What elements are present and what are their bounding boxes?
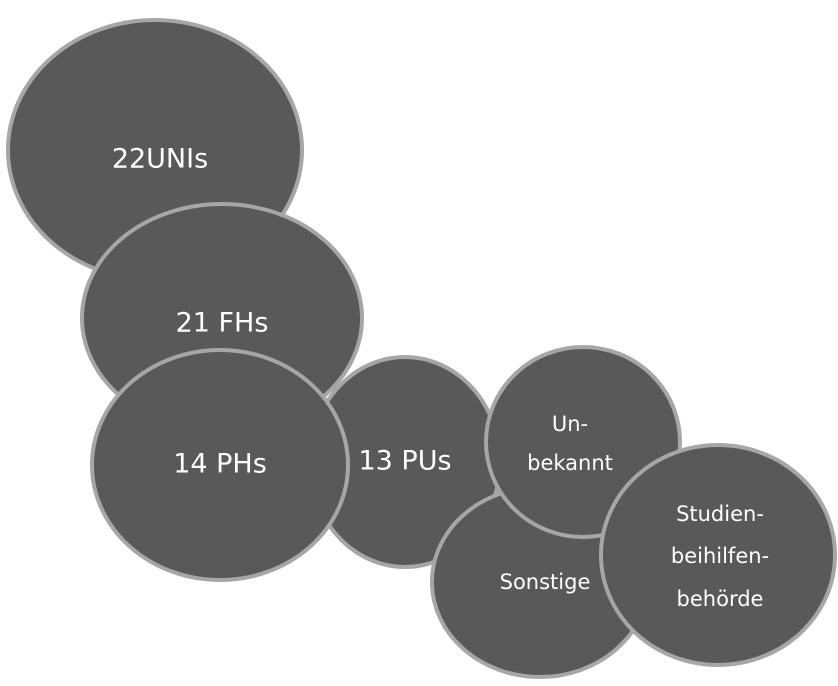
node-label: Un- [552,412,588,436]
node-label: beihilfen- [671,544,769,568]
circle [90,348,350,582]
node-label: 13 PUs [358,446,451,477]
node-label: bekannt [527,451,613,475]
node-label: 21 FHs [176,308,269,339]
circle [599,443,837,667]
node-label: 22UNIs [112,144,208,175]
node-label: Studien- [676,502,764,526]
node-phs: 14 PHs [90,348,350,582]
node-label: behörde [677,587,764,611]
node-label: 14 PHs [173,449,267,480]
node-studienbeihilfe: Studien- beihilfen- behörde [599,443,837,667]
node-label: Sonstige [500,570,591,594]
